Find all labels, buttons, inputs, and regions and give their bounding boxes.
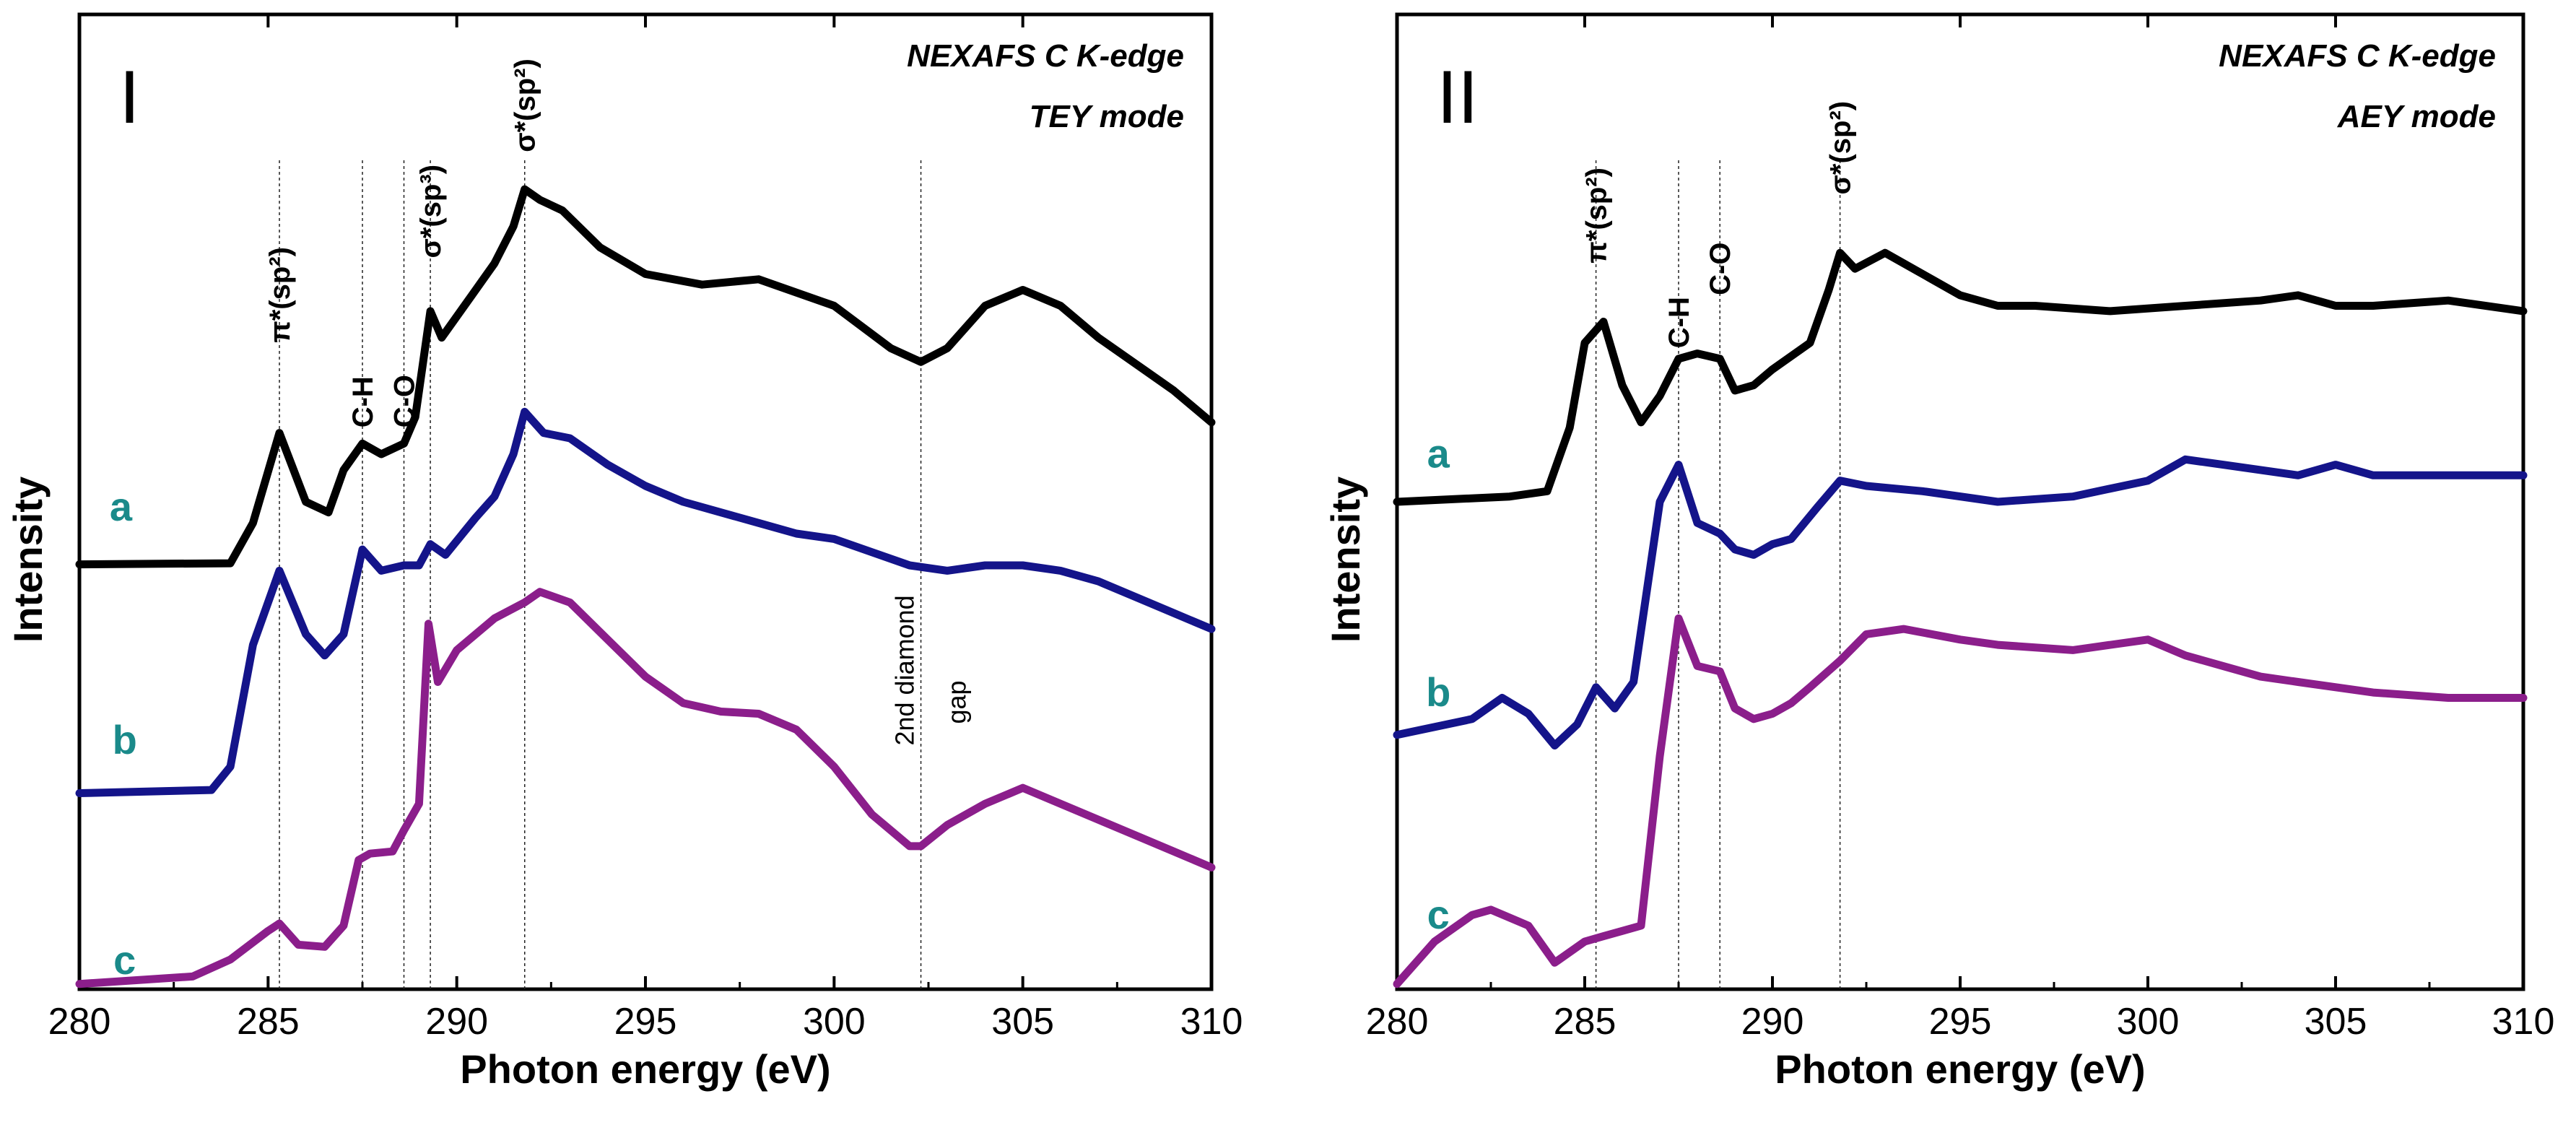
x-tick-label: 295 xyxy=(1929,1001,1992,1043)
series-label-c: c xyxy=(1427,892,1450,937)
series-line-b xyxy=(1393,455,2528,749)
peak-annotation: π*(sp²) xyxy=(1581,168,1613,264)
x-tick-label: 290 xyxy=(425,1001,488,1043)
peak-annotation: C-O xyxy=(1705,243,1736,295)
x-axis-title: Photon energy (eV) xyxy=(1775,1046,2145,1092)
plot-frame xyxy=(1395,12,2525,991)
peak-annotation: C-O xyxy=(388,375,420,427)
x-tick-label: 310 xyxy=(2492,1001,2555,1043)
peak-annotation: σ*(sp²) xyxy=(1825,101,1857,195)
x-tick-label: 305 xyxy=(991,1001,1054,1043)
series-label-b: b xyxy=(1426,669,1450,715)
x-tick-label: 300 xyxy=(803,1001,866,1043)
mode-title-line: NEXAFS C K-edge xyxy=(907,38,1184,74)
mode-title-line: TEY mode xyxy=(1030,99,1184,134)
chart-panel-1: 280 285 290 295 300 305 310 Photon energy (eV) I… xyxy=(5,12,1243,1092)
gap-annotation-line1: 2nd diamond xyxy=(890,595,920,745)
x-tick-label: 300 xyxy=(2117,1001,2180,1043)
x-tick-label: 280 xyxy=(1366,1001,1429,1043)
mode-title-line: NEXAFS C K-edge xyxy=(2219,38,2496,74)
plot-frame xyxy=(77,12,1214,991)
series-label-c: c xyxy=(113,937,136,983)
series-line-a xyxy=(75,185,1216,569)
y-axis-title: Intensity xyxy=(5,477,51,643)
x-tick-label: 285 xyxy=(237,1001,300,1043)
x-axis-title: Photon energy (eV) xyxy=(460,1046,830,1092)
x-tick-label: 285 xyxy=(1554,1001,1616,1043)
peak-annotation: σ*(sp²) xyxy=(510,58,541,152)
series-label-b: b xyxy=(113,717,137,762)
x-tick-label: 310 xyxy=(1180,1001,1243,1043)
peak-annotation: C-H xyxy=(1663,297,1695,348)
chart-panel-2: 280 285 290 295 300 305 310 Photon energy (eV) I… xyxy=(1323,12,2555,1092)
peak-annotation: π*(sp²) xyxy=(264,247,296,343)
series-line-a xyxy=(1393,248,2528,506)
gap-annotation-line2: gap xyxy=(942,680,972,723)
panel-label: II xyxy=(1437,56,1479,139)
panel-label: I xyxy=(119,56,140,139)
series-line-c xyxy=(75,588,1216,988)
series-label-a: a xyxy=(1427,431,1450,477)
y-axis-title: Intensity xyxy=(1323,477,1368,643)
series-line-c xyxy=(1393,614,2528,988)
x-tick-label: 290 xyxy=(1741,1001,1804,1043)
mode-title-line: AEY mode xyxy=(2337,99,2496,134)
series-label-a: a xyxy=(110,484,133,529)
series-line-b xyxy=(75,407,1216,797)
x-tick-label: 295 xyxy=(614,1001,677,1043)
x-tick-label: 280 xyxy=(48,1001,111,1043)
x-tick-label: 305 xyxy=(2305,1001,2367,1043)
peak-annotation: C-H xyxy=(347,376,379,427)
peak-annotation: σ*(sp³) xyxy=(415,165,447,258)
